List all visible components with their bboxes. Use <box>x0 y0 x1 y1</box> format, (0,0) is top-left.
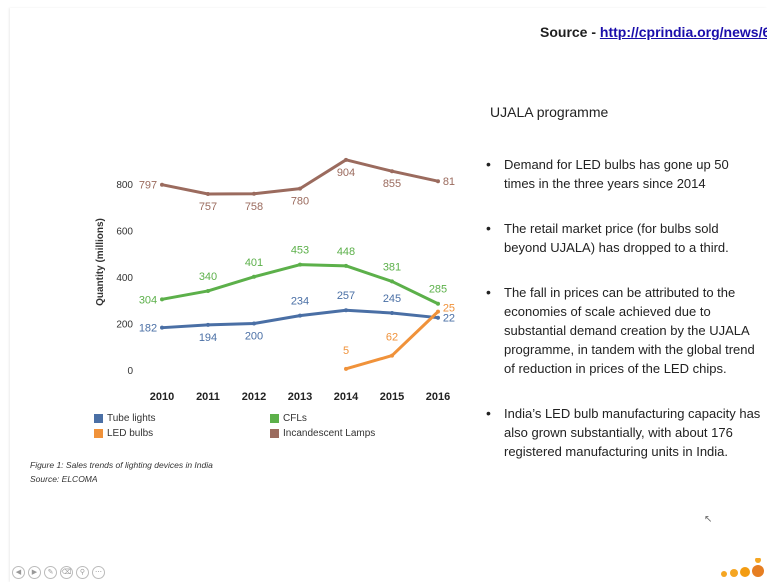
data-label: 251 <box>443 303 455 315</box>
legend-item: CFLs <box>270 413 307 424</box>
mouse-cursor-icon: ↖ <box>704 514 713 525</box>
pen-icon[interactable]: ✎ <box>44 566 57 579</box>
y-axis-label: Quantity (millions) <box>95 218 106 306</box>
data-point <box>390 169 394 174</box>
data-label: 757 <box>199 201 217 213</box>
bullet-item: The fall in prices can be attributed to … <box>486 283 761 378</box>
data-point <box>344 263 348 268</box>
section-title: UJALA programme <box>490 104 609 120</box>
x-tick-label: 2015 <box>380 391 404 403</box>
data-label: 780 <box>291 196 309 208</box>
data-label: 453 <box>291 245 309 257</box>
data-label: 5 <box>343 345 349 357</box>
data-label: 257 <box>337 290 355 302</box>
prev-icon[interactable]: ◀ <box>12 566 25 579</box>
data-point <box>160 325 164 330</box>
series-line <box>161 308 439 330</box>
legend-swatch <box>94 429 103 438</box>
x-tick-label: 2014 <box>334 391 359 403</box>
data-point <box>390 353 394 358</box>
decorative-dots-icon <box>721 558 764 577</box>
data-point <box>344 308 348 313</box>
data-point <box>390 279 394 284</box>
data-point <box>206 191 210 196</box>
data-point <box>436 315 440 320</box>
data-point <box>252 321 256 326</box>
source-line: Source - http://cprindia.org/news/6527 <box>540 24 767 40</box>
menu-icon[interactable]: ⋯ <box>92 566 105 579</box>
data-label: 304 <box>139 294 157 306</box>
zoom-icon[interactable]: ⚲ <box>76 566 89 579</box>
figure-caption: Figure 1: Sales trends of lighting devic… <box>30 458 213 486</box>
legend-swatch <box>94 414 103 423</box>
data-point <box>160 182 164 187</box>
eraser-icon[interactable]: ⌫ <box>60 566 73 579</box>
legend-label: Tube lights <box>107 413 156 424</box>
y-tick-label: 800 <box>116 180 133 191</box>
line-chart: Quantity (millions) 0 200 400 600 800 2010 2011… <box>95 157 455 403</box>
x-tick-label: 2016 <box>426 391 450 403</box>
data-label: 758 <box>245 201 263 213</box>
caption-source: Source: ELCOMA <box>30 474 98 484</box>
data-label: 381 <box>383 261 401 273</box>
data-point <box>298 186 302 191</box>
data-label: 904 <box>337 167 355 179</box>
x-tick-label: 2011 <box>196 391 220 403</box>
bullet-item: The retail market price (for bulbs sold … <box>486 219 761 257</box>
x-tick-label: 2012 <box>242 391 266 403</box>
caption-title: Figure 1: Sales trends of lighting devic… <box>30 460 213 470</box>
data-label: 200 <box>245 331 263 343</box>
legend-label: LED bulbs <box>107 428 154 439</box>
data-label: 234 <box>291 296 309 308</box>
data-label: 225 <box>443 313 455 325</box>
legend-swatch <box>270 429 279 438</box>
data-point <box>206 322 210 327</box>
legend-item: Tube lights <box>94 413 156 424</box>
data-point <box>436 309 440 314</box>
x-tick-label: 2010 <box>150 391 174 403</box>
data-point <box>252 191 256 196</box>
next-icon[interactable]: ▶ <box>28 566 41 579</box>
legend-label: CFLs <box>283 413 307 424</box>
data-label: 62 <box>386 332 398 344</box>
data-point <box>390 311 394 316</box>
legend-label: Incandescent Lamps <box>283 428 376 439</box>
y-tick-label: 0 <box>127 366 133 377</box>
chart-legend: Tube lights CFLs LED bulbs Incandescent Lam… <box>94 413 424 445</box>
legend-item: Incandescent Lamps <box>270 428 375 439</box>
data-point <box>298 313 302 318</box>
data-point <box>344 366 348 371</box>
source-link[interactable]: http://cprindia.org/news/6527 <box>599 24 767 40</box>
data-point <box>298 262 302 267</box>
y-tick-label: 200 <box>116 320 133 331</box>
bullet-list: Demand for LED bulbs has gone up 50 time… <box>486 155 761 487</box>
data-label: 340 <box>199 271 217 283</box>
data-label: 448 <box>337 246 355 258</box>
data-label: 797 <box>139 180 157 192</box>
x-tick-label: 2013 <box>288 391 312 403</box>
data-point <box>160 297 164 302</box>
y-tick-label: 600 <box>116 227 133 238</box>
data-label: 245 <box>383 293 401 305</box>
slide-nav-bar: ◀ ▶ ✎ ⌫ ⚲ ⋯ <box>12 566 105 579</box>
data-label: 401 <box>245 257 263 269</box>
y-tick-label: 400 <box>116 273 133 284</box>
data-label: 855 <box>383 178 401 190</box>
legend-swatch <box>270 414 279 423</box>
data-label: 285 <box>429 284 447 296</box>
data-label: 182 <box>139 323 157 335</box>
data-label: 812 <box>443 176 455 188</box>
data-point <box>436 179 440 184</box>
data-point <box>252 274 256 279</box>
data-label: 194 <box>199 332 217 344</box>
source-label: Source - <box>540 24 600 40</box>
legend-item: LED bulbs <box>94 428 153 439</box>
data-point <box>344 157 348 162</box>
bullet-item: Demand for LED bulbs has gone up 50 time… <box>486 155 761 193</box>
bullet-item: India’s LED bulb manufacturing capacity … <box>486 404 761 461</box>
data-point <box>436 301 440 306</box>
data-point <box>206 288 210 293</box>
